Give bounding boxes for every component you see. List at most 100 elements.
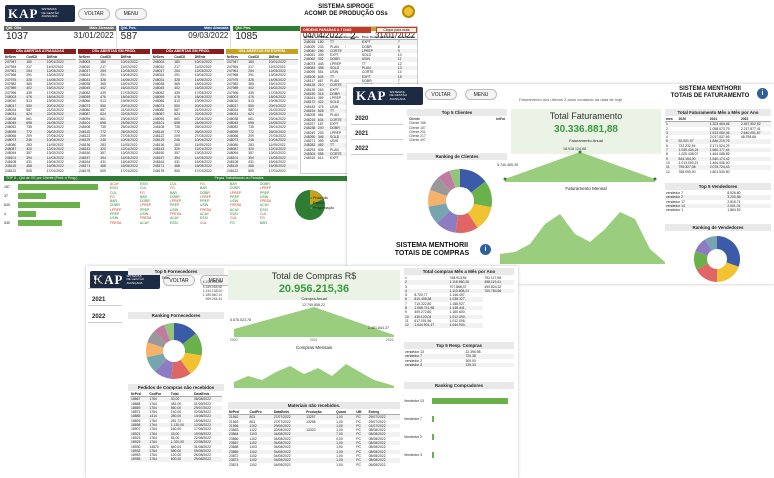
donut-slice[interactable] (471, 181, 492, 208)
table-row[interactable]: 248095 551 USIN CORTE 14 (304, 70, 402, 75)
table-row[interactable]: 248143 320 12/01/2022 (78, 146, 150, 152)
table-row[interactable]: 5 92.001,97 1.846.219,76 (665, 139, 771, 144)
table-row[interactable]: 248087 624 22/03/2022 (152, 112, 224, 117)
table-row[interactable]: 248052 439 17/03/2022 (153, 90, 212, 95)
table-row[interactable]: 247954 217 11/02/2022 (5, 64, 64, 69)
table-row[interactable]: 247954 217 11/02/2022 (227, 64, 286, 69)
table-row[interactable]: 248080 283 11/05/2022 (5, 142, 64, 147)
table-row[interactable]: vendedor 2 3.200.58 (665, 195, 771, 200)
menu-button[interactable]: MENU (115, 8, 147, 20)
back-button[interactable]: VOLTAR (425, 89, 457, 100)
table-row[interactable]: 248178 505 17/01/2022 (153, 168, 212, 173)
table-row[interactable]: 248115 772 26/02/2022 (152, 129, 224, 134)
donut-slice[interactable] (428, 189, 447, 207)
table-row[interactable]: 12 768.090,00 1.801.530,80 (666, 169, 730, 174)
table-row[interactable]: 18955 1764 500,00 29/08/2022 (130, 457, 222, 462)
table-row[interactable]: vendedor 3 125.33 (404, 362, 514, 368)
table-row[interactable]: 248024 587 21/02/2022 (227, 107, 286, 112)
table-row[interactable]: 21562 803 27/07/2022 13297 1,00 PC 29/07/2022 (228, 414, 400, 420)
table-row[interactable]: 248052 439 17/03/2022 (79, 90, 138, 95)
table-row[interactable]: 23864 1103 04/08/2022 7,00 PC 08/08/2022 (228, 432, 400, 437)
table-row[interactable]: 248010 217 11/02/2022 (153, 64, 212, 69)
table-row[interactable]: 5 8.700,77 1.146.497, (405, 293, 466, 298)
table-row[interactable]: 248101 394 14/03/2022 (4, 155, 76, 160)
table-row[interactable]: 248045 698 24/05/2022 (4, 120, 76, 126)
table-row[interactable]: 248122 505 17/01/2022 (227, 168, 286, 173)
table-row[interactable]: 2 1.058.073,79 2.217.877,41 (666, 126, 761, 131)
table-row[interactable]: 9 844.154,00 1.540.174,42 (665, 156, 771, 161)
table-row[interactable]: 18930 14870 640,04 31/08/2022 (131, 444, 211, 449)
donut-slice[interactable] (154, 359, 174, 379)
table-row[interactable]: 248108 735 25/01/2022 (153, 125, 212, 130)
table-row[interactable]: 248073 246 10/04/2022 (226, 138, 298, 143)
top5-bar-row[interactable]: 840 (4, 200, 104, 209)
table-row[interactable]: 247947 180 10/01/2022 (4, 59, 76, 65)
table-row[interactable]: vendedor 1 1.864.92 (666, 208, 741, 213)
table-row[interactable]: 248051 339 EXPT SOLD 10 (304, 53, 402, 58)
table-row[interactable]: 248052 735 25/01/2022 (227, 125, 286, 130)
table-row[interactable]: 247982 365 15/01/2022 (5, 81, 64, 86)
table-row[interactable]: 23866 1102 04/08/2022 4,00 PC 08/08/2022 (229, 436, 386, 441)
table-row[interactable]: 23872 1102 04/08/2022 1,00 PC 08/08/2022 (229, 453, 386, 458)
donut-slice[interactable] (695, 239, 712, 256)
table-row[interactable]: 247968 291 13/04/2022 (5, 73, 64, 78)
donut-slice[interactable] (460, 169, 486, 193)
table-row[interactable]: 248010 513 19/05/2022 (5, 99, 64, 104)
table-row[interactable]: 18898 1764 1.130,00 12/08/2022 (130, 423, 222, 428)
table-row[interactable]: 18953 1764 120,00 26/08/2022 (131, 453, 211, 458)
donut-slice[interactable] (174, 323, 196, 345)
donut-slice[interactable] (146, 353, 167, 372)
table-row[interactable]: 248017 550 20/01/2022 (226, 103, 298, 108)
table-row[interactable]: 1 1.323.464,46 2.467.502,52 (665, 121, 771, 127)
table-row[interactable]: 248059 772 26/02/2022 (4, 129, 76, 134)
top5-bar-row[interactable]: 4 (4, 209, 104, 218)
table-row[interactable]: 248038 661 23/04/2022 (227, 116, 286, 121)
year-2021[interactable]: 2021 (88, 295, 122, 306)
table-row[interactable]: 248017 550 20/01/2022 (4, 103, 76, 108)
table-row[interactable]: 23873 1102 04/08/2022 1,00 PC 08/08/2022 (228, 458, 400, 463)
table-row[interactable]: 248045 402 16/02/2022 (78, 86, 150, 91)
year-2022[interactable]: 2022 (88, 312, 122, 323)
table-row[interactable]: 248073 246 10/04/2022 (4, 138, 76, 143)
table-row[interactable]: 248045 402 16/02/2022 (152, 86, 224, 91)
year-2022[interactable]: 2022 (351, 144, 403, 155)
table-row[interactable]: 9 409.272,60 1.160.600, (405, 310, 466, 315)
table-row[interactable]: 18867 1764 40,00 08/08/2022 (130, 396, 222, 402)
table-row[interactable]: 248108 431 15/04/2022 (227, 159, 286, 164)
table-row[interactable]: 248059 476 18/04/2022 (152, 94, 224, 100)
table-row[interactable]: 23867 1102 04/08/2022 1,00 PC 08/08/2022 (228, 441, 400, 446)
table-row[interactable]: 248062 392 DOBR USIN 11 (303, 57, 417, 62)
table-row[interactable]: 248101 394 14/03/2022 (226, 155, 298, 160)
table-row[interactable]: 248115 772 26/02/2022 (78, 129, 150, 134)
table-row[interactable]: 3 707.868,37 490.824,32 (405, 284, 502, 289)
top5-bar-row[interactable]: 37 (4, 191, 104, 200)
donut-slice[interactable] (455, 212, 478, 233)
table-row[interactable]: 248171 468 16/05/2022 (78, 164, 150, 169)
table-row[interactable]: 248087 320 12/01/2022 (226, 146, 298, 152)
donut-slice[interactable] (696, 263, 717, 282)
comp-bar-row[interactable]: Vendedor 2 (404, 428, 514, 446)
table-row[interactable]: vendedor 7 720.38 (404, 354, 514, 359)
table-row[interactable]: 18868 1764 481,00 01/09/2022 (131, 401, 211, 406)
table-row[interactable]: 248031 624 22/03/2022 (4, 112, 76, 117)
table-row[interactable]: 248108 735 25/01/2022 (79, 125, 138, 130)
info-icon[interactable]: i (757, 88, 768, 99)
table-row[interactable]: 1 748.913,94 792.117,98 (405, 276, 502, 280)
table-row[interactable]: 248087 320 12/01/2022 (4, 146, 76, 152)
table-row[interactable]: 248066 209 27/03/2022 (227, 133, 286, 138)
back-button[interactable]: VOLTAR (78, 8, 110, 20)
table-row[interactable]: 247961 254 12/03/2022 (4, 68, 76, 74)
donut-slice[interactable] (694, 251, 709, 270)
table-row[interactable]: 248003 180 10/01/2022 (78, 59, 150, 65)
table-row[interactable]: 18885 1414 280,00 10/08/2022 (130, 414, 222, 419)
table-row[interactable]: 247961 254 12/03/2022 (226, 68, 298, 74)
table-row[interactable]: 248129 246 10/04/2022 (152, 138, 224, 143)
table-row[interactable]: 248080 587 21/02/2022 (79, 107, 138, 112)
table-row[interactable]: 248164 431 15/04/2022 (79, 159, 138, 164)
table-row[interactable]: 248101 698 24/05/2022 (78, 120, 150, 126)
table-row[interactable]: 18929 1764 1.020,00 22/08/2022 (130, 440, 222, 445)
table-row[interactable]: 248143 320 12/01/2022 (152, 146, 224, 152)
table-row[interactable]: 248122 505 17/01/2022 (5, 168, 64, 173)
table-row[interactable]: 248087 624 22/03/2022 (78, 112, 150, 117)
table-row[interactable]: 248171 468 16/05/2022 (152, 164, 224, 169)
